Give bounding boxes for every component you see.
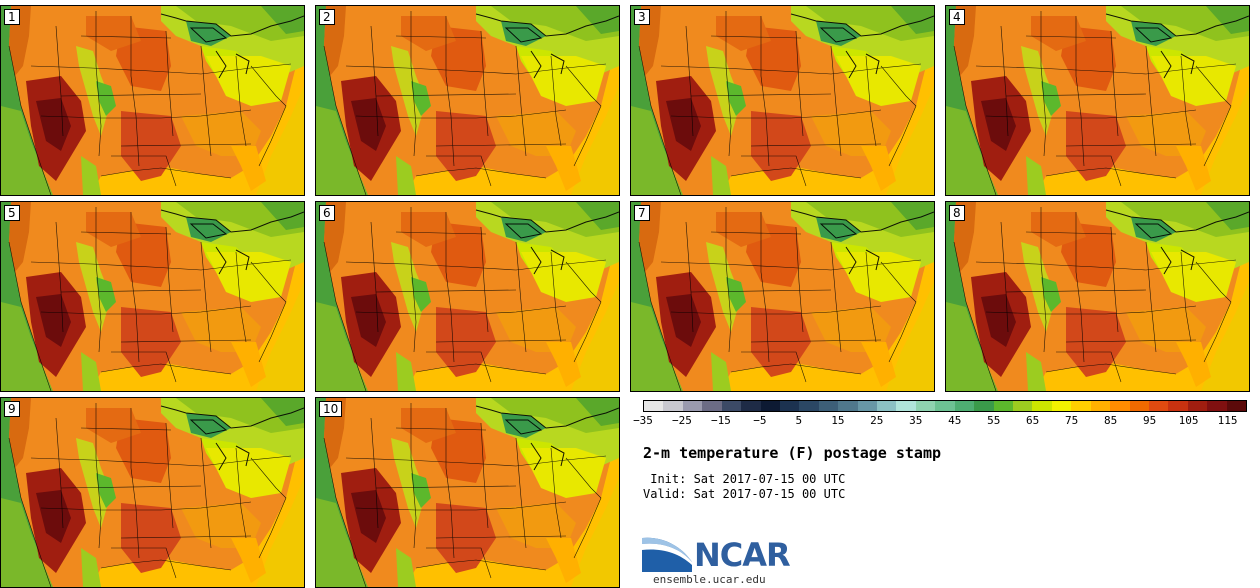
colorbar-cell (993, 401, 1014, 411)
colorbar-cell (915, 401, 936, 411)
colorbar-tick-label: 45 (948, 414, 962, 427)
colorbar-tick-label: 105 (1178, 414, 1199, 427)
colorbar-cell (1051, 401, 1072, 411)
colorbar-cell (1148, 401, 1169, 411)
plot-title: 2-m temperature (F) postage stamp (643, 444, 942, 462)
ncar-logo: NCAR (642, 530, 802, 574)
temperature-map (316, 202, 619, 391)
colorbar-tick-label: 75 (1065, 414, 1079, 427)
colorbar-cell (935, 401, 955, 411)
temperature-map (946, 6, 1249, 195)
colorbar-cell (1071, 401, 1091, 411)
colorbar-tick-label: 65 (1026, 414, 1040, 427)
colorbar-cell (1226, 401, 1247, 411)
temperature-map (1, 6, 304, 195)
member-number-label: 2 (319, 9, 335, 25)
valid-time: Valid: Sat 2017-07-15 00 UTC (643, 487, 846, 501)
colorbar-cell (1090, 401, 1111, 411)
colorbar-cell (644, 401, 664, 411)
colorbar-tick-label: 25 (870, 414, 884, 427)
member-number-label: 4 (949, 9, 965, 25)
temperature-map (1, 202, 304, 391)
colorbar-cell (663, 401, 683, 411)
member-map-panel: 3 (630, 5, 935, 196)
colorbar-cell (741, 401, 761, 411)
colorbar-cell (818, 401, 839, 411)
member-map-panel: 9 (0, 397, 305, 588)
colorbar-cell (954, 401, 975, 411)
colorbar-tick-label: −25 (672, 414, 692, 427)
member-map-panel: 4 (945, 5, 1250, 196)
logo-text: NCAR (694, 536, 791, 574)
colorbar-tick-label: 85 (1103, 414, 1118, 427)
member-number-label: 1 (4, 9, 20, 25)
colorbar-cell (1168, 401, 1188, 411)
colorbar-cell (1032, 401, 1052, 411)
colorbar-tick-label: 95 (1142, 414, 1157, 427)
temperature-map (316, 398, 619, 587)
colorbar-cell (877, 401, 897, 411)
member-number-label: 3 (634, 9, 650, 25)
member-number-label: 6 (319, 205, 335, 221)
colorbar-ticks: −35 −25 −15 −5 5 15 25 35 45 55 65 75 85 95 105 115 (633, 414, 1247, 428)
colorbar-cell (1129, 401, 1149, 411)
init-time: Init: Sat 2017-07-15 00 UTC (643, 472, 846, 486)
colorbar (643, 400, 1247, 412)
temperature-map (316, 6, 619, 195)
member-number-label: 9 (4, 401, 20, 417)
colorbar-cell (1207, 401, 1227, 411)
colorbar-cell (1110, 401, 1130, 411)
colorbar-cell (760, 401, 780, 411)
colorbar-tick-label: −15 (710, 414, 731, 427)
temperature-map (946, 202, 1249, 391)
member-map-panel: 2 (315, 5, 620, 196)
colorbar-cell (682, 401, 703, 411)
colorbar-tick-label: 15 (831, 414, 845, 427)
member-number-label: 5 (4, 205, 20, 221)
member-number-label: 10 (319, 401, 343, 417)
colorbar-tick-label: −35 (633, 414, 653, 427)
member-map-panel: 1 (0, 5, 305, 196)
colorbar-tick-label: 35 (909, 414, 923, 427)
colorbar-tick-label: 5 (795, 414, 803, 427)
colorbar-cell (974, 401, 994, 411)
colorbar-tick-label: 115 (1217, 414, 1238, 427)
colorbar-cell (838, 401, 858, 411)
ncar-swoosh-icon (642, 537, 692, 572)
colorbar-tick-label: 55 (987, 414, 1001, 427)
member-map-panel: 7 (630, 201, 935, 392)
temperature-map (1, 398, 304, 587)
colorbar-cell (779, 401, 800, 411)
colorbar-cell (702, 401, 722, 411)
site-url[interactable]: ensemble.ucar.edu (653, 573, 766, 586)
colorbar-cell (857, 401, 878, 411)
temperature-map (631, 6, 934, 195)
colorbar-cell (1013, 401, 1033, 411)
colorbar-cell (1187, 401, 1208, 411)
member-number-label: 8 (949, 205, 965, 221)
member-map-panel: 10 (315, 397, 620, 588)
member-map-panel: 6 (315, 201, 620, 392)
colorbar-cell (896, 401, 916, 411)
colorbar-tick-label: −5 (753, 414, 767, 427)
colorbar-cell (721, 401, 742, 411)
member-map-panel: 5 (0, 201, 305, 392)
member-number-label: 7 (634, 205, 650, 221)
colorbar-cell (799, 401, 819, 411)
temperature-map (631, 202, 934, 391)
member-map-panel: 8 (945, 201, 1250, 392)
